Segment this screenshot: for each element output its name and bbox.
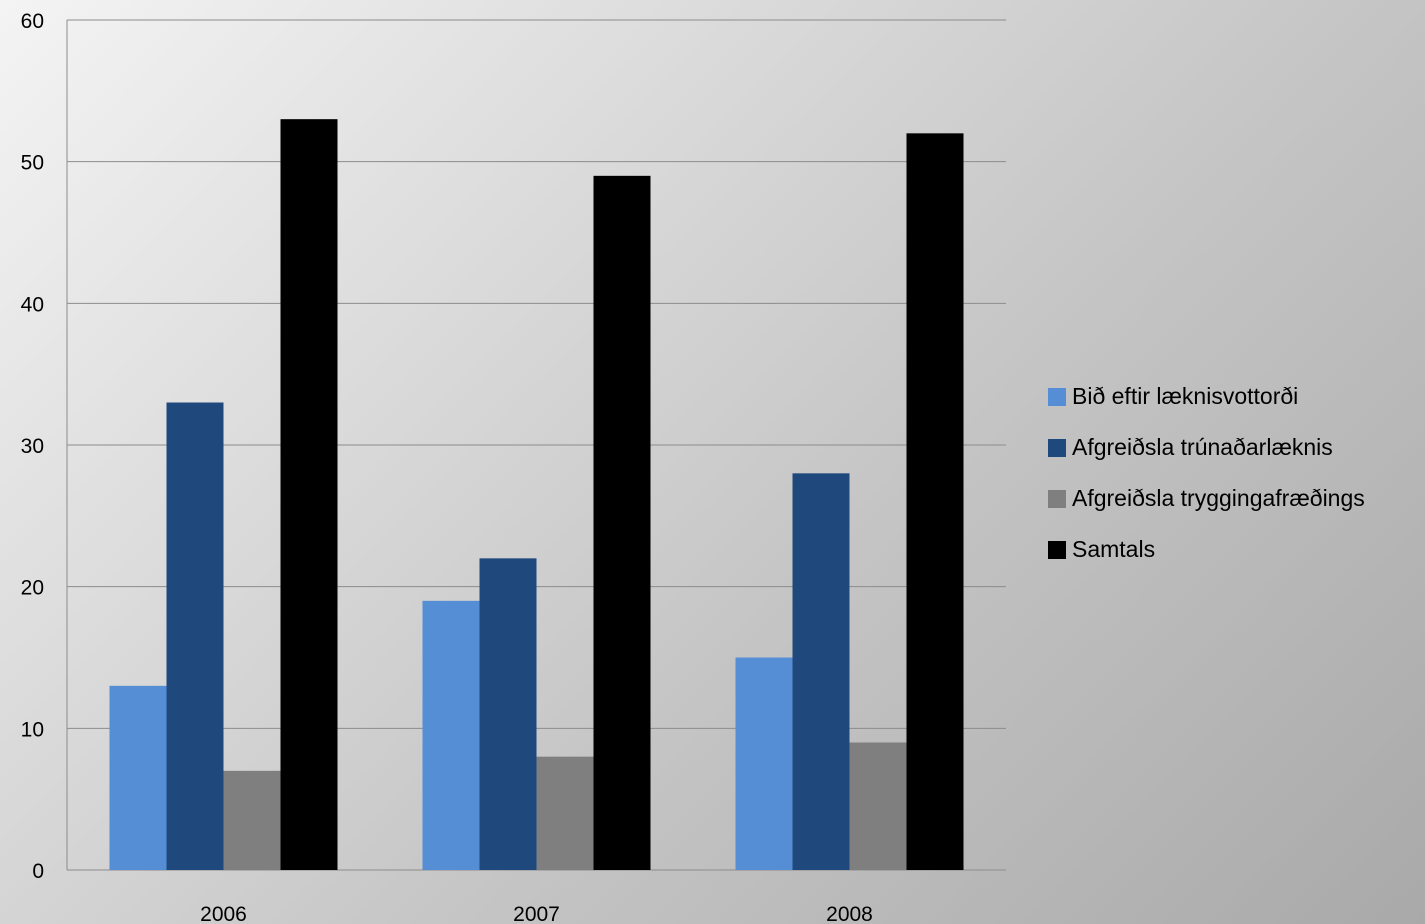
legend-label: Bið eftir læknisvottorði [1072,383,1299,409]
x-tick-label: 2006 [200,903,247,924]
x-tick-label: 2008 [826,903,873,924]
legend: Bið eftir læknisvottorði Afgreiðsla trún… [1048,380,1418,584]
bars [109,119,964,871]
x-axis-tick-labels: 2006 2007 2008 [200,903,873,924]
legend-label: Afgreiðsla trúnaðarlæknis [1072,434,1333,460]
y-tick-label: 60 [21,10,44,33]
legend-swatch [1048,387,1066,406]
y-tick-label: 30 [21,435,44,458]
bar [849,742,907,870]
y-tick-label: 20 [21,577,44,600]
bar [422,600,480,870]
bar [593,175,651,871]
y-tick-label: 10 [21,718,44,741]
legend-swatch [1048,489,1066,508]
legend-item-afgreidsla-tryggingafraedings: Afgreiðsla tryggingafræðings [1048,482,1418,515]
legend-label: Afgreiðsla tryggingafræðings [1072,485,1365,511]
bar [166,402,224,870]
bar [223,770,281,870]
legend-item-afgreidsla-trunadarlaeknis: Afgreiðsla trúnaðarlæknis [1048,431,1418,464]
legend-swatch [1048,438,1066,457]
legend-swatch [1048,540,1066,559]
y-tick-label: 40 [21,293,44,316]
bar [906,133,964,871]
legend-item-samtals: Samtals [1048,533,1418,566]
y-tick-label: 0 [32,860,44,883]
bar [792,473,850,870]
bar [280,119,338,870]
y-tick-label: 50 [21,152,44,175]
legend-item-bid-eftir-laeknisvottordi: Bið eftir læknisvottorði [1048,380,1418,413]
bar [735,657,793,870]
legend-label: Samtals [1072,536,1156,562]
bar [479,558,537,870]
bar [536,756,594,870]
y-axis-tick-labels: 0 10 20 30 40 50 60 [21,10,44,883]
bar [109,685,167,870]
x-tick-label: 2007 [513,903,560,924]
